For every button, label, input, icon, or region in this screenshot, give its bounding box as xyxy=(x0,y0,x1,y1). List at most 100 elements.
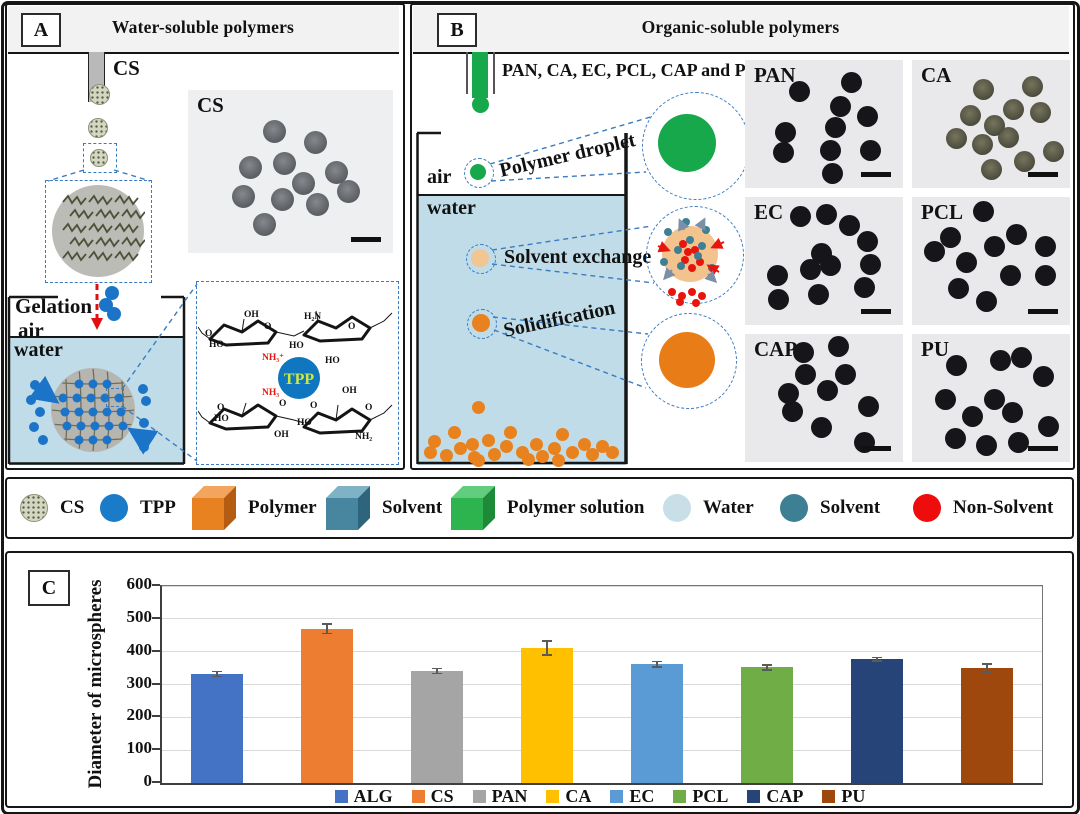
microsphere xyxy=(324,160,348,184)
microsphere xyxy=(840,71,862,93)
microsphere xyxy=(998,126,1020,148)
microsphere xyxy=(271,188,295,212)
magnifier-3-droplet xyxy=(659,332,715,388)
legend-item-label: Solvent xyxy=(382,497,443,518)
tpp-dot xyxy=(90,421,100,431)
legend-item-polymer-solution: Polymer solution xyxy=(451,477,644,539)
solidified-microsphere xyxy=(522,453,535,466)
stage2-droplet xyxy=(471,249,489,267)
microsphere xyxy=(273,152,297,176)
polymer-chain-squiggle xyxy=(62,250,87,262)
error-bar-cap xyxy=(652,665,662,668)
microsphere xyxy=(828,335,850,357)
y-tick-mark xyxy=(152,748,160,751)
solidified-microsphere xyxy=(472,401,485,414)
chart-plot-area xyxy=(160,585,1043,785)
chart-legend-item-ca: CA xyxy=(546,786,591,807)
y-tick-mark xyxy=(152,584,160,586)
polymer-chain-squiggle xyxy=(114,194,139,206)
y-tick-label: 100 xyxy=(126,738,153,758)
microsphere xyxy=(1029,102,1051,124)
tpp-dot xyxy=(35,407,45,417)
chem-label: NH₃⁺ xyxy=(262,353,284,363)
legend-item-tpp: TPP xyxy=(100,477,176,539)
polymer-chain-squiggle xyxy=(121,236,145,248)
polymer-chain-squiggle xyxy=(114,250,139,262)
polymer-chain-squiggle xyxy=(95,236,120,248)
tpp-dot xyxy=(100,393,110,403)
microsphere xyxy=(820,254,842,276)
microsphere xyxy=(1042,140,1064,162)
microsphere xyxy=(829,96,851,118)
air-label-b: air xyxy=(427,166,452,188)
microsphere xyxy=(238,155,262,179)
tpp-dot xyxy=(88,407,98,417)
circle-icon xyxy=(100,494,128,522)
y-tick-mark xyxy=(152,715,160,718)
scale-bar xyxy=(1028,446,1058,451)
magnifier-1-droplet xyxy=(658,114,716,172)
chart-legend-item-pu: PU xyxy=(822,786,865,807)
cs-droplet-1 xyxy=(89,84,110,105)
chem-label: HO xyxy=(325,356,340,366)
error-bar-cap xyxy=(432,667,442,670)
tpp-dot xyxy=(102,379,112,389)
micrograph-label: EC xyxy=(754,200,784,224)
error-bar xyxy=(436,668,438,674)
error-bar-cap xyxy=(212,675,222,678)
microsphere xyxy=(981,158,1002,180)
tpp-dot xyxy=(74,435,84,445)
microsphere xyxy=(1022,75,1044,97)
y-tick-mark xyxy=(152,781,160,783)
panel-a-tag: A xyxy=(21,13,61,47)
legend-key-swatch xyxy=(747,790,761,803)
error-bar xyxy=(326,623,328,634)
solidified-microsphere xyxy=(596,440,609,453)
chem-label: O xyxy=(365,403,372,413)
microsphere xyxy=(971,134,993,156)
speckled-circle-icon xyxy=(20,494,48,522)
panel-a-header xyxy=(7,5,399,54)
error-bar-cap xyxy=(542,640,552,642)
gelled-sphere xyxy=(51,368,135,452)
solidified-microsphere xyxy=(488,448,501,461)
microsphere xyxy=(304,131,328,155)
panel-b-title: Organic-soluble polymers xyxy=(641,17,840,37)
polymer-chain-squiggle xyxy=(88,222,113,234)
chem-label: OH xyxy=(274,430,289,440)
micrograph-label: PU xyxy=(921,337,949,361)
grid-line xyxy=(162,618,1042,620)
chem-label: OH xyxy=(342,386,357,396)
panel-c-tag: C xyxy=(28,570,70,606)
microsphere xyxy=(1014,151,1036,173)
bar-cs xyxy=(301,628,353,783)
panel-b-tag: B xyxy=(437,13,477,47)
legend-item-label: TPP xyxy=(140,497,176,518)
solidified-microsphere xyxy=(440,449,453,462)
y-tick-label: 300 xyxy=(126,672,153,692)
tpp-dot xyxy=(139,442,149,452)
microsphere xyxy=(793,341,815,363)
tpp-dot xyxy=(72,393,82,403)
tpp-dot xyxy=(102,435,112,445)
micrograph-pu: PU xyxy=(912,334,1070,462)
chart-legend-label: EC xyxy=(629,786,655,806)
solidified-microsphere xyxy=(424,446,437,459)
chart-legend-label: CA xyxy=(565,786,592,806)
polymer-chain-squiggle xyxy=(121,208,145,220)
polymer-chain-squiggle xyxy=(69,236,94,248)
chem-label: NH₃ xyxy=(262,388,279,398)
microsphere xyxy=(807,284,829,306)
y-tick-mark xyxy=(152,682,160,685)
stage2-label: Solvent exchange xyxy=(504,246,652,268)
microsphere xyxy=(999,265,1021,287)
tpp-dot xyxy=(58,393,68,403)
microsphere xyxy=(777,382,799,404)
tpp-dot xyxy=(62,421,72,431)
microsphere xyxy=(976,435,998,457)
microsphere xyxy=(821,162,843,184)
error-bar-cap xyxy=(212,670,222,673)
tpp-dot xyxy=(138,384,148,394)
microsphere xyxy=(1034,235,1056,257)
error-bar-cap xyxy=(762,664,772,666)
